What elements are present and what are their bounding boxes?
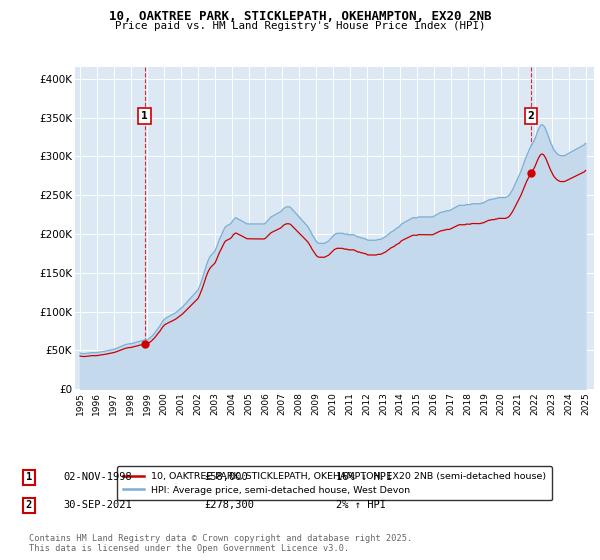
Text: 1: 1 [141,111,148,121]
Text: 30-SEP-2021: 30-SEP-2021 [63,500,132,510]
Text: 2: 2 [26,500,32,510]
Text: 16% ↓ HPI: 16% ↓ HPI [336,472,392,482]
Text: 10, OAKTREE PARK, STICKLEPATH, OKEHAMPTON, EX20 2NB: 10, OAKTREE PARK, STICKLEPATH, OKEHAMPTO… [109,10,491,23]
Text: 2% ↑ HPI: 2% ↑ HPI [336,500,386,510]
Text: £278,300: £278,300 [204,500,254,510]
Text: 02-NOV-1998: 02-NOV-1998 [63,472,132,482]
Legend: 10, OAKTREE PARK, STICKLEPATH, OKEHAMPTON, EX20 2NB (semi-detached house), HPI: : 10, OAKTREE PARK, STICKLEPATH, OKEHAMPTO… [117,466,552,501]
Text: Price paid vs. HM Land Registry's House Price Index (HPI): Price paid vs. HM Land Registry's House … [115,21,485,31]
Text: £58,000: £58,000 [204,472,248,482]
Text: 2: 2 [527,111,534,121]
Text: 1: 1 [26,472,32,482]
Text: Contains HM Land Registry data © Crown copyright and database right 2025.
This d: Contains HM Land Registry data © Crown c… [29,534,412,553]
